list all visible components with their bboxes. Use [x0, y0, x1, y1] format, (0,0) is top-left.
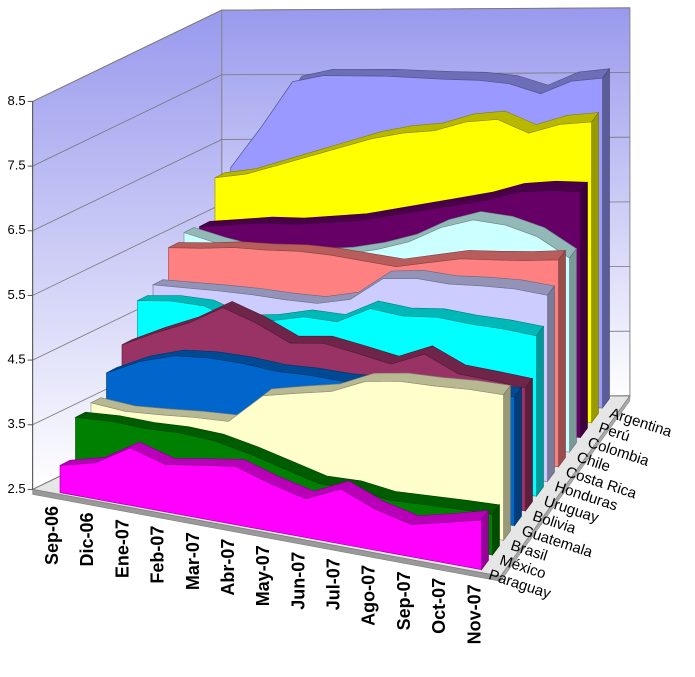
y-tick-label: 4.5 — [8, 352, 26, 367]
area-side — [492, 503, 500, 556]
x-tick-label: Sep-07 — [394, 571, 414, 630]
area — [59, 447, 482, 571]
area-side — [525, 377, 533, 512]
grid-line — [32, 74, 222, 167]
area-side — [602, 67, 610, 409]
area-side — [558, 249, 566, 468]
area-side — [481, 509, 489, 571]
y-tick-label: 8.5 — [8, 93, 26, 108]
x-tick-label: Jul-07 — [324, 558, 344, 610]
grid-line — [32, 9, 222, 102]
x-tick-label: Ago-07 — [359, 565, 379, 626]
area-side — [536, 325, 544, 498]
y-tick-label: 3.5 — [8, 416, 26, 431]
x-tick-label: Sep-06 — [42, 506, 62, 565]
x-tick-label: Abr-07 — [218, 539, 238, 596]
x-tick-label: Dic-06 — [77, 513, 97, 567]
x-tick-label: Oct-07 — [429, 578, 449, 634]
x-tick-label: Jun-07 — [288, 552, 308, 610]
area-side — [580, 181, 588, 439]
x-tick-label: Mar-07 — [183, 532, 203, 590]
x-tick-label: May-07 — [253, 545, 273, 606]
grid-line — [221, 7, 630, 11]
y-tick-label: 6.5 — [8, 222, 26, 237]
area-side — [514, 386, 522, 527]
floor-side — [500, 395, 631, 583]
area-side — [547, 284, 555, 483]
y-tick-label: 5.5 — [8, 287, 26, 302]
x-tick-label: Nov-07 — [464, 584, 484, 644]
grid-line — [32, 139, 222, 232]
x-tick-label: Feb-07 — [148, 526, 168, 584]
area-side — [569, 247, 577, 454]
x-tick-label: Ene-07 — [112, 519, 132, 578]
y-tick-label: 2.5 — [8, 481, 26, 496]
y-tick-label: 7.5 — [8, 158, 26, 173]
area-side — [503, 384, 511, 542]
area-side — [591, 111, 599, 424]
grid-line — [32, 203, 222, 296]
